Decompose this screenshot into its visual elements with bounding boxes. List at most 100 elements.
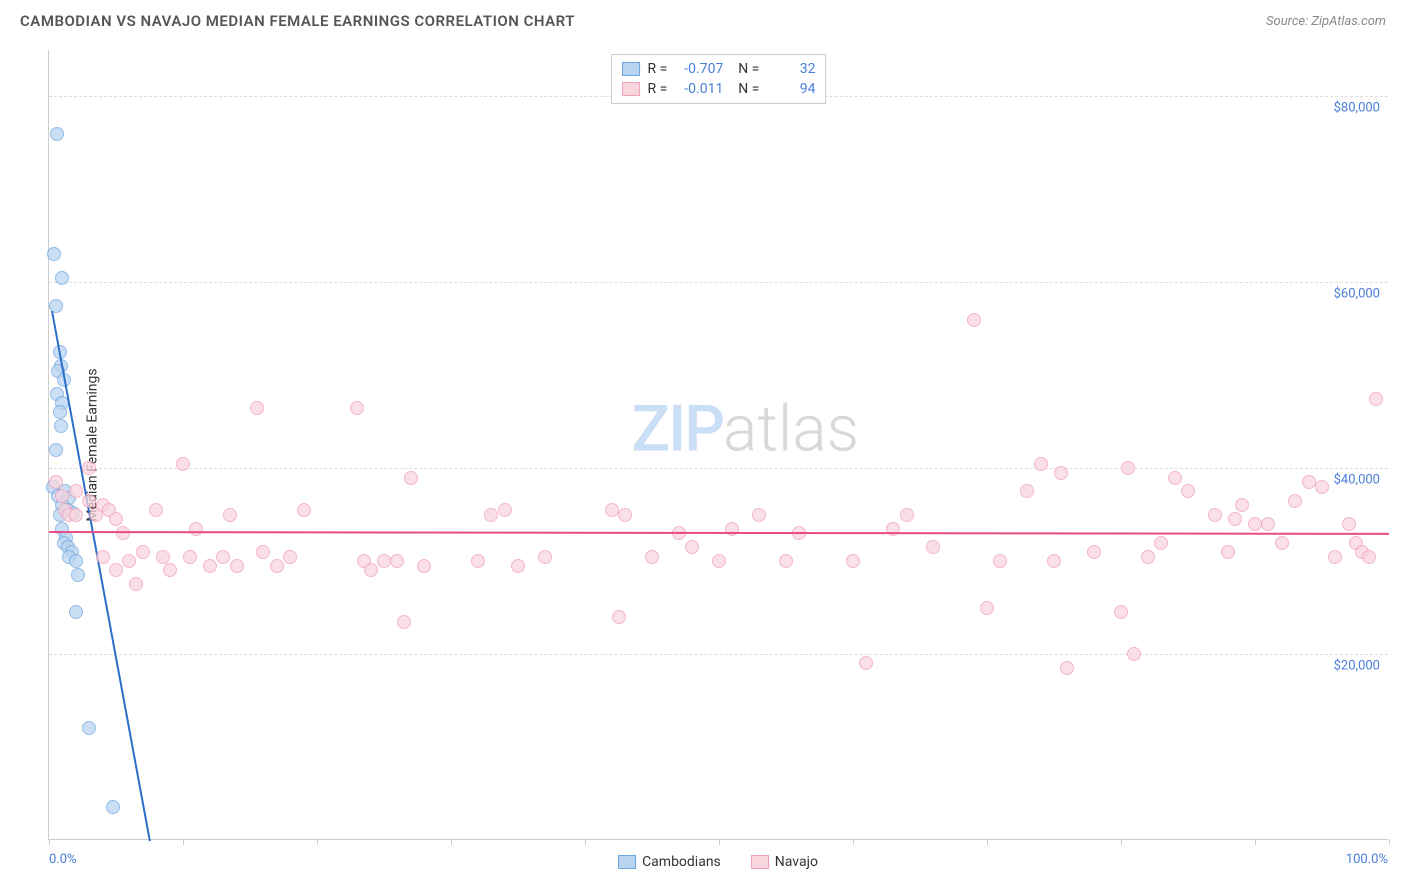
xtick — [987, 839, 988, 845]
scatter-point — [1060, 661, 1074, 675]
scatter-point — [1362, 550, 1376, 564]
scatter-point — [926, 540, 940, 554]
n-value-2: 94 — [767, 81, 815, 97]
scatter-point — [1248, 517, 1262, 531]
xtick — [1389, 839, 1390, 845]
scatter-point — [106, 800, 120, 814]
scatter-point — [1315, 480, 1329, 494]
scatter-point — [1208, 508, 1222, 522]
scatter-point — [156, 550, 170, 564]
scatter-point — [1328, 550, 1342, 564]
scatter-point — [1228, 512, 1242, 526]
scatter-point — [203, 559, 217, 573]
legend-stats: R = -0.707 N = 32 R = -0.011 N = 94 — [611, 54, 827, 104]
scatter-point — [779, 554, 793, 568]
scatter-point — [1034, 457, 1048, 471]
chart-source: Source: ZipAtlas.com — [1266, 14, 1386, 29]
scatter-point — [69, 484, 83, 498]
n-value-1: 32 — [767, 61, 815, 77]
legend-stats-row-2: R = -0.011 N = 94 — [622, 79, 816, 99]
legend-item-navajo: Navajo — [751, 854, 818, 870]
scatter-point — [712, 554, 726, 568]
scatter-point — [183, 550, 197, 564]
scatter-point — [377, 554, 391, 568]
scatter-point — [605, 503, 619, 517]
series-label: Cambodians — [642, 854, 721, 870]
scatter-point — [149, 503, 163, 517]
scatter-point — [1221, 545, 1235, 559]
trend-line — [51, 311, 151, 841]
swatch-cambodians — [622, 62, 640, 76]
scatter-point — [1342, 517, 1356, 531]
scatter-point — [1020, 484, 1034, 498]
scatter-point — [230, 559, 244, 573]
plot-area: ZIPatlas R = -0.707 N = 32 R = -0.011 N … — [48, 50, 1388, 840]
xtick — [1255, 839, 1256, 845]
ytick-label: $20,000 — [1334, 659, 1380, 674]
xtick — [719, 839, 720, 845]
scatter-point — [1181, 484, 1195, 498]
scatter-point — [397, 615, 411, 629]
scatter-point — [82, 494, 96, 508]
gridline — [49, 282, 1388, 283]
scatter-point — [993, 554, 1007, 568]
scatter-point — [69, 605, 83, 619]
scatter-point — [256, 545, 270, 559]
scatter-point — [55, 489, 69, 503]
chart-title: CAMBODIAN VS NAVAJO MEDIAN FEMALE EARNIN… — [20, 12, 575, 30]
scatter-point — [350, 401, 364, 415]
scatter-point — [53, 405, 67, 419]
scatter-point — [685, 540, 699, 554]
scatter-point — [122, 554, 136, 568]
swatch-navajo — [622, 82, 640, 96]
scatter-point — [69, 508, 83, 522]
r-label: R = — [648, 61, 668, 77]
legend-series: Cambodians Navajo — [618, 854, 818, 870]
xtick — [853, 839, 854, 845]
watermark: ZIPatlas — [631, 391, 859, 466]
scatter-point — [1127, 647, 1141, 661]
scatter-point — [250, 401, 264, 415]
scatter-point — [1275, 536, 1289, 550]
scatter-point — [364, 563, 378, 577]
watermark-part2: atlas — [723, 391, 859, 466]
scatter-point — [1047, 554, 1061, 568]
scatter-point — [1261, 517, 1275, 531]
scatter-point — [71, 568, 85, 582]
chart-container: Median Female Earnings ZIPatlas R = -0.7… — [48, 50, 1388, 840]
xtick — [317, 839, 318, 845]
xlabel-max: 100.0% — [1346, 852, 1388, 867]
scatter-point — [82, 721, 96, 735]
scatter-point — [283, 550, 297, 564]
legend-item-cambodians: Cambodians — [618, 854, 721, 870]
scatter-point — [176, 457, 190, 471]
r-value-1: -0.707 — [675, 61, 723, 77]
r-label: R = — [648, 81, 668, 97]
trend-line — [49, 531, 1389, 535]
scatter-point — [645, 550, 659, 564]
series-label: Navajo — [775, 854, 818, 870]
scatter-point — [404, 471, 418, 485]
scatter-point — [538, 550, 552, 564]
scatter-point — [109, 563, 123, 577]
legend-stats-row-1: R = -0.707 N = 32 — [622, 59, 816, 79]
swatch-cambodians — [618, 855, 636, 869]
scatter-point — [484, 508, 498, 522]
scatter-point — [1087, 545, 1101, 559]
scatter-point — [47, 247, 61, 261]
ytick-label: $40,000 — [1334, 473, 1380, 488]
scatter-point — [54, 419, 68, 433]
scatter-point — [859, 656, 873, 670]
xtick — [183, 839, 184, 845]
scatter-point — [55, 271, 69, 285]
gridline — [49, 654, 1388, 655]
ytick-label: $60,000 — [1334, 287, 1380, 302]
scatter-point — [1302, 475, 1316, 489]
xtick — [585, 839, 586, 845]
scatter-point — [1054, 466, 1068, 480]
scatter-point — [163, 563, 177, 577]
scatter-point — [471, 554, 485, 568]
scatter-point — [109, 512, 123, 526]
swatch-navajo — [751, 855, 769, 869]
scatter-point — [417, 559, 431, 573]
